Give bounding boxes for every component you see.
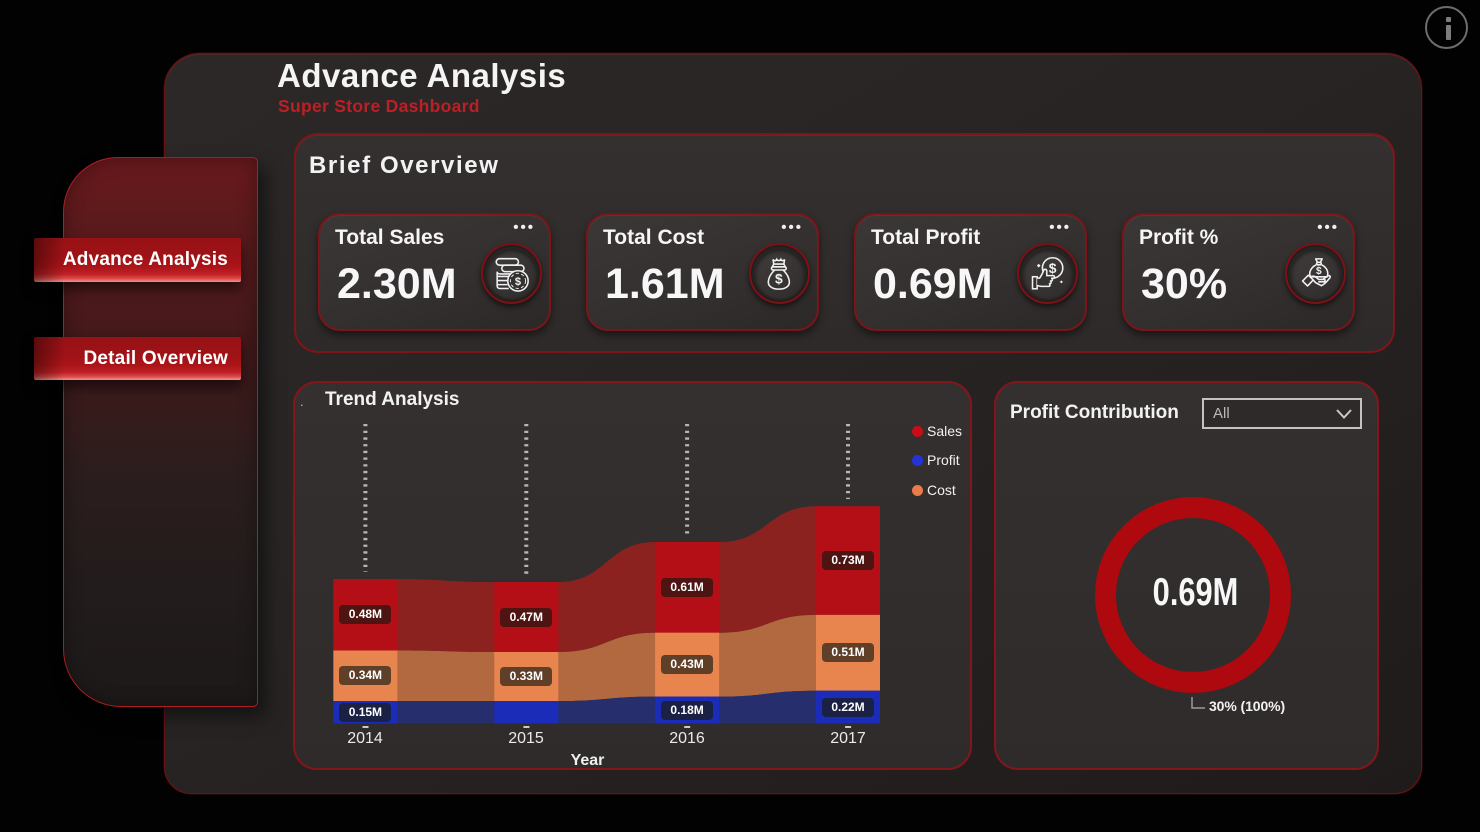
svg-text:$: $: [775, 270, 783, 286]
svg-text:$: $: [515, 276, 522, 288]
svg-text:$: $: [1049, 260, 1057, 276]
svg-text:$: $: [1316, 266, 1322, 277]
